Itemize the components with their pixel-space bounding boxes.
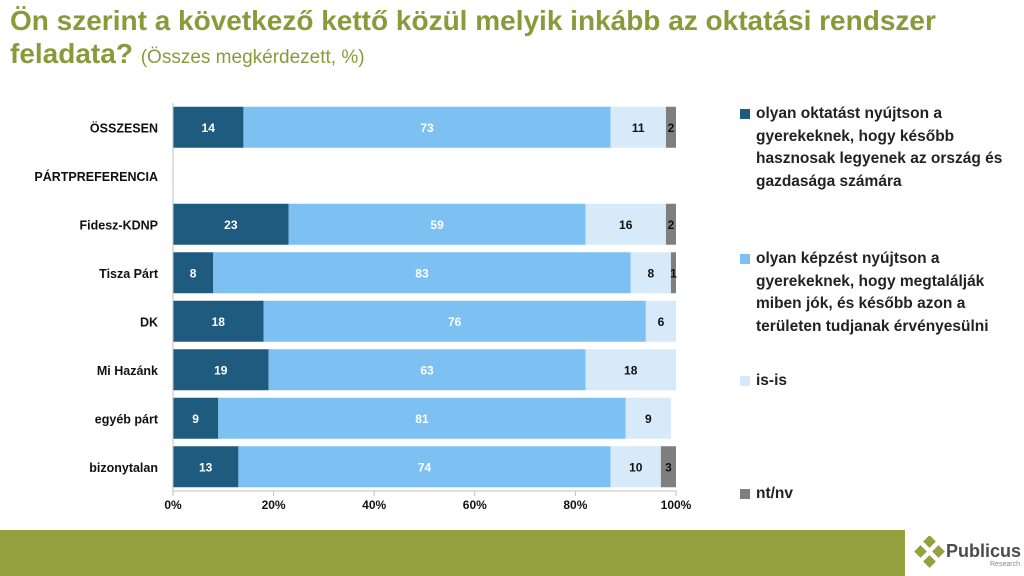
data-label: 18 (212, 315, 226, 329)
legend-label-2: olyan képzést nyújtson a gyerekeknek, ho… (756, 250, 989, 335)
bar-segment (610, 106, 666, 148)
bar-segment (173, 300, 264, 342)
logo (905, 530, 1024, 576)
category-label: ÖSSZESEN (90, 120, 158, 135)
data-label: 74 (418, 460, 432, 474)
bar-segment (610, 446, 661, 488)
category-label: Fidesz-KDNP (80, 218, 158, 232)
bar-segment (213, 252, 631, 294)
footer-band (0, 530, 1024, 576)
bar-segment (238, 446, 611, 488)
legend-label-3: is-is (756, 372, 788, 389)
data-label: 9 (192, 412, 199, 426)
stacked-bar-chart: ÖSSZESEN 14 73 11 2 PÁRTPREFERENCIA Fidesz-KDN… (34, 103, 692, 512)
data-label: 63 (420, 363, 434, 377)
data-label: 10 (629, 460, 643, 474)
legend-item-2: olyan képzést nyújtson a gyerekeknek, ho… (740, 248, 1020, 338)
data-label: 19 (214, 363, 228, 377)
x-tick-label: 40% (362, 498, 386, 512)
legend-item-4: nt/nv (740, 483, 1020, 506)
data-label: 23 (224, 218, 238, 232)
data-label: 83 (415, 266, 429, 280)
legend-label-1: olyan oktatást nyújtson a gyerekeknek, h… (756, 105, 1003, 190)
bar-segment (173, 252, 214, 294)
logo-name: Publicus (946, 541, 1022, 561)
diamond-cluster-icon (914, 536, 945, 568)
bar-segment (625, 397, 671, 439)
category-label: Mi Hazánk (97, 364, 158, 378)
legend-swatch-1 (740, 109, 750, 119)
legend-swatch-4 (740, 489, 750, 499)
data-label: 59 (430, 218, 444, 232)
x-tick-label: 100% (661, 498, 692, 512)
bar-segment (173, 203, 289, 245)
x-tick-label: 20% (262, 498, 286, 512)
data-label: 8 (648, 266, 655, 280)
bar-segment (670, 252, 676, 294)
category-label: PÁRTPREFERENCIA (34, 169, 158, 184)
x-tick-label: 0% (164, 498, 182, 512)
title-sub: (Összes megkérdezett, %) (140, 47, 365, 68)
data-label: 9 (645, 412, 652, 426)
title-main: Ön szerint a következő kettő közül melyi… (10, 5, 936, 69)
bar-segment (585, 349, 676, 391)
category-label: egyéb párt (95, 412, 159, 426)
data-label: 76 (448, 315, 462, 329)
legend-swatch-3 (740, 376, 750, 386)
x-tick-label: 80% (563, 498, 587, 512)
bar-segment (218, 397, 626, 439)
legend-swatch-2 (740, 254, 750, 264)
x-tick-label: 60% (463, 498, 487, 512)
bar-segment (263, 300, 646, 342)
data-label: 2 (668, 218, 675, 232)
data-label: 73 (420, 121, 434, 135)
logo-sub: Research (990, 561, 1020, 568)
chart-title: Ön szerint a következő kettő közül melyi… (10, 4, 1010, 74)
category-label: Tisza Párt (99, 267, 159, 281)
bar-segment (630, 252, 671, 294)
bar-segment (173, 446, 239, 488)
data-label: 8 (190, 266, 197, 280)
data-label: 13 (199, 460, 213, 474)
data-label: 16 (619, 218, 633, 232)
bar-segment (660, 446, 676, 488)
bar-segment (585, 203, 666, 245)
bar-segment (645, 300, 676, 342)
legend-item-1: olyan oktatást nyújtson a gyerekeknek, h… (740, 103, 1020, 193)
bar-segment (173, 106, 244, 148)
data-label: 1 (670, 266, 677, 280)
data-label: 6 (658, 315, 665, 329)
legend-item-3: is-is (740, 370, 1020, 393)
bar-segment (173, 349, 269, 391)
data-label: 3 (665, 460, 672, 474)
bar-segment (243, 106, 611, 148)
bar-segment (288, 203, 586, 245)
legend-label-4: nt/nv (756, 485, 794, 502)
bar-segment (268, 349, 586, 391)
bar-segment (665, 106, 676, 148)
category-label: bizonytalan (89, 461, 158, 475)
data-label: 81 (415, 412, 429, 426)
data-label: 18 (624, 363, 638, 377)
data-label: 2 (668, 121, 675, 135)
data-label: 11 (632, 121, 645, 135)
bar-segment (173, 397, 219, 439)
data-label: 14 (202, 121, 216, 135)
category-label: DK (140, 315, 158, 329)
bar-segment (665, 203, 676, 245)
